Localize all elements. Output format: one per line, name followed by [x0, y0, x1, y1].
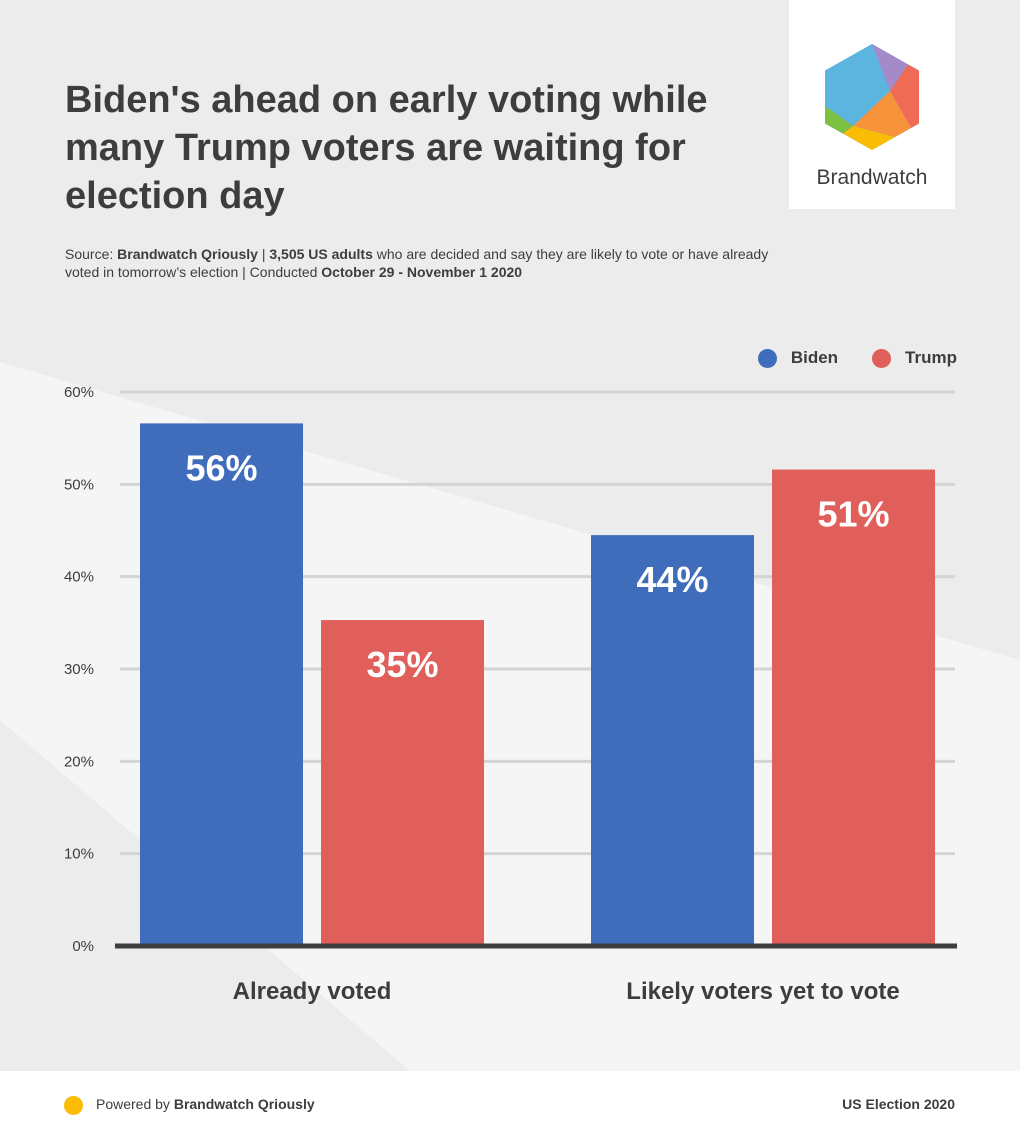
y-tick-label: 0%	[72, 938, 94, 955]
y-tick-label: 20%	[64, 753, 94, 770]
qriously-dot-icon	[64, 1096, 83, 1115]
y-tick-label: 50%	[64, 476, 94, 493]
bar-chart: 0% 10% 20% 30% 40% 50% 60% 56% 35% Already voted 4…	[64, 384, 957, 1005]
legend-item-biden: Biden	[757, 348, 839, 368]
bar-biden	[140, 423, 303, 947]
data-label: 35%	[366, 644, 438, 685]
legend-dot-biden	[757, 348, 777, 368]
data-label: 51%	[817, 494, 889, 535]
legend-item-trump: Trump	[872, 348, 957, 368]
chart-legend: Biden Trump	[757, 348, 957, 368]
survey-dates: October 29 - November 1 2020	[321, 264, 523, 280]
data-label: 56%	[185, 447, 257, 488]
legend-dot-trump	[872, 348, 892, 368]
brandwatch-hexagon-icon	[825, 44, 919, 150]
y-tick-label: 30%	[64, 661, 94, 678]
x-category-label: Likely voters yet to vote	[626, 978, 899, 1005]
x-category-label: Already voted	[233, 978, 392, 1005]
data-label: 44%	[636, 559, 708, 600]
page-title: Biden's ahead on early voting while many…	[65, 79, 708, 217]
y-tick-label: 10%	[64, 846, 94, 863]
bar-trump	[321, 620, 484, 946]
footer: Powered by Brandwatch Qriously US Electi…	[0, 1071, 1020, 1140]
powered-brand: Brandwatch Qriously	[173, 1096, 315, 1112]
sample-size: 3,505 US adults	[269, 246, 373, 262]
brandwatch-logo: Brandwatch	[789, 0, 955, 209]
y-tick-label: 60%	[64, 384, 94, 401]
legend-label-trump: Trump	[905, 348, 957, 367]
source-note: Source: Brandwatch Qriously | 3,505 US a…	[65, 246, 769, 280]
legend-label-biden: Biden	[790, 348, 839, 367]
campaign-label: US Election 2020	[842, 1096, 955, 1112]
logo-text: Brandwatch	[816, 166, 928, 189]
y-tick-label: 40%	[64, 569, 94, 586]
bar-biden	[591, 535, 754, 946]
bar-trump	[772, 469, 935, 946]
source-name: Brandwatch Qriously	[117, 246, 258, 262]
powered-by: Powered by Brandwatch Qriously	[96, 1096, 315, 1112]
